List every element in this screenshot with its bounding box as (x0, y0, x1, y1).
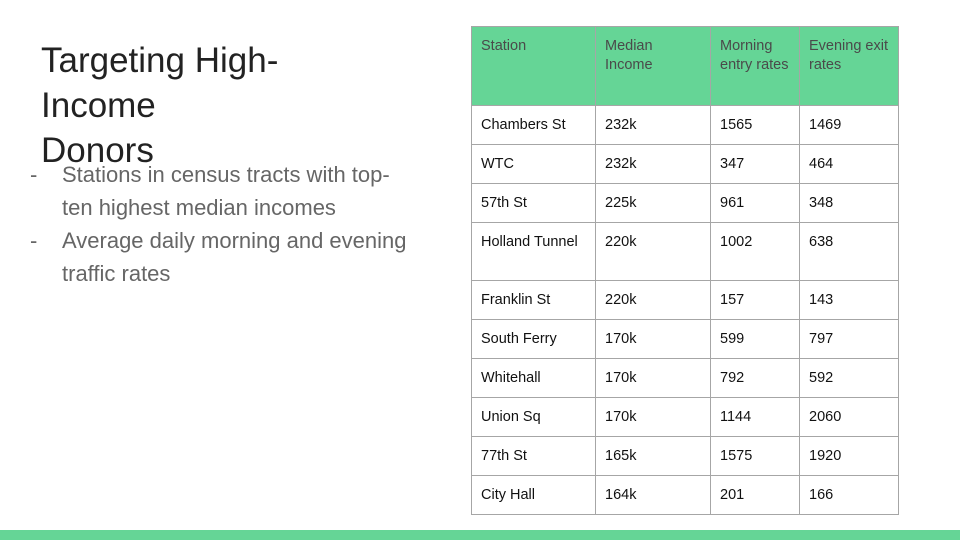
cell-morning-entry: 599 (710, 319, 800, 359)
cell-station: South Ferry (471, 319, 596, 359)
footer-accent-bar (0, 530, 960, 540)
station-income-table: Station Median Income Morning entry rate… (471, 26, 899, 515)
cell-median-income: 164k (595, 475, 711, 515)
cell-station: City Hall (471, 475, 596, 515)
cell-morning-entry: 792 (710, 358, 800, 398)
cell-median-income: 170k (595, 358, 711, 398)
cell-morning-entry: 1002 (710, 222, 800, 281)
cell-median-income: 232k (595, 105, 711, 145)
cell-evening-exit: 797 (799, 319, 899, 359)
header-station: Station (471, 26, 596, 106)
table-row: 57th St 225k 961 348 (471, 183, 899, 223)
cell-morning-entry: 157 (710, 280, 800, 320)
table-row: South Ferry 170k 599 797 (471, 319, 899, 359)
cell-evening-exit: 143 (799, 280, 899, 320)
bullet-marker: - (30, 228, 38, 253)
bullet-item: - Stations in census tracts with top-ten… (30, 158, 420, 224)
cell-median-income: 220k (595, 280, 711, 320)
table-row: WTC 232k 347 464 (471, 144, 899, 184)
table-row: Whitehall 170k 792 592 (471, 358, 899, 398)
cell-morning-entry: 961 (710, 183, 800, 223)
cell-evening-exit: 348 (799, 183, 899, 223)
cell-morning-entry: 1144 (710, 397, 800, 437)
cell-morning-entry: 201 (710, 475, 800, 515)
cell-morning-entry: 1575 (710, 436, 800, 476)
title-line: Donors (41, 131, 154, 170)
bullet-item: - Average daily morning and evening traf… (30, 224, 420, 290)
table-row: Chambers St 232k 1565 1469 (471, 105, 899, 145)
cell-evening-exit: 1920 (799, 436, 899, 476)
cell-station: Franklin St (471, 280, 596, 320)
cell-station: 57th St (471, 183, 596, 223)
cell-evening-exit: 166 (799, 475, 899, 515)
header-median-income: Median Income (595, 26, 711, 106)
table-header-row: Station Median Income Morning entry rate… (471, 26, 899, 106)
cell-station: Chambers St (471, 105, 596, 145)
cell-evening-exit: 592 (799, 358, 899, 398)
table-row: Holland Tunnel 220k 1002 638 (471, 222, 899, 281)
cell-median-income: 225k (595, 183, 711, 223)
title-line: Income (41, 86, 156, 125)
cell-evening-exit: 1469 (799, 105, 899, 145)
header-evening-exit-rates: Evening exit rates (799, 26, 899, 106)
cell-morning-entry: 347 (710, 144, 800, 184)
cell-station: Union Sq (471, 397, 596, 437)
bullet-text: Stations in census tracts with top-ten h… (62, 162, 390, 220)
title-line: Targeting High- (41, 41, 279, 80)
cell-station: 77th St (471, 436, 596, 476)
cell-station: Holland Tunnel (471, 222, 596, 281)
cell-median-income: 165k (595, 436, 711, 476)
header-morning-entry-rates: Morning entry rates (710, 26, 800, 106)
bullet-list: - Stations in census tracts with top-ten… (30, 158, 420, 290)
table-row: City Hall 164k 201 166 (471, 475, 899, 515)
cell-evening-exit: 464 (799, 144, 899, 184)
cell-median-income: 170k (595, 319, 711, 359)
cell-morning-entry: 1565 (710, 105, 800, 145)
cell-evening-exit: 638 (799, 222, 899, 281)
bullet-marker: - (30, 162, 38, 187)
cell-median-income: 170k (595, 397, 711, 437)
cell-station: Whitehall (471, 358, 596, 398)
cell-station: WTC (471, 144, 596, 184)
table-row: Union Sq 170k 1144 2060 (471, 397, 899, 437)
bullet-text: Average daily morning and evening traffi… (62, 228, 407, 286)
slide-title: Targeting High- Income Donors (41, 38, 341, 173)
cell-median-income: 220k (595, 222, 711, 281)
cell-evening-exit: 2060 (799, 397, 899, 437)
cell-median-income: 232k (595, 144, 711, 184)
table-row: Franklin St 220k 157 143 (471, 280, 899, 320)
table-row: 77th St 165k 1575 1920 (471, 436, 899, 476)
